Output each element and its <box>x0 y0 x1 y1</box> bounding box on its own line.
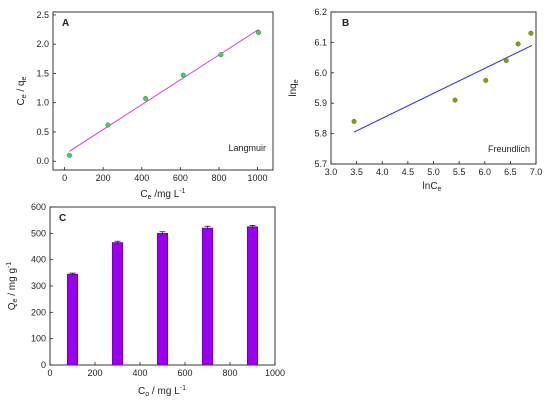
x-tick-label: 5.5 <box>453 167 466 177</box>
panel-a-annotation: Langmuir <box>228 143 266 153</box>
panel-b-label: B <box>342 18 349 29</box>
data-point <box>351 118 357 124</box>
panel-a-x-ticks: 0 200 400 600 800 1000 <box>62 167 268 183</box>
y-tick-label: 400 <box>31 255 46 265</box>
data-point <box>515 41 521 47</box>
y-tick-label: 5.9 <box>314 98 327 108</box>
panel-a-y-ticks: 0.0 0.5 1.0 1.5 2.0 2.5 <box>36 10 56 166</box>
x-tick-label: 400 <box>132 368 147 378</box>
y-tick-label: 2.0 <box>36 39 49 49</box>
bar <box>201 227 214 366</box>
panel-b: 3.0 3.5 4.0 4.5 5.0 5.5 6.0 6.5 7.0 5.7 5.8 5.9 6.0… <box>288 7 542 193</box>
x-tick-label: 6.0 <box>478 167 491 177</box>
data-point <box>105 122 111 128</box>
data-point <box>66 152 72 158</box>
data-point <box>503 58 509 64</box>
y-tick-label: 500 <box>31 228 46 238</box>
panel-c-label: C <box>59 213 66 224</box>
y-tick-label: 0.0 <box>36 156 49 166</box>
panel-b-annotation: Freundlich <box>488 144 530 154</box>
y-tick-label: 5.7 <box>314 159 327 169</box>
x-tick-label: 400 <box>134 173 149 183</box>
data-point <box>218 52 224 58</box>
x-tick-label: 3.0 <box>325 167 338 177</box>
x-tick-label: 800 <box>222 368 237 378</box>
y-tick-label: 1.0 <box>36 98 49 108</box>
panel-b-points <box>351 30 534 124</box>
y-tick-label: 600 <box>31 202 46 212</box>
panel-c-ylabel: Qe / mg g-1 <box>6 262 19 311</box>
panel-b-xlabel: lnCe <box>423 181 442 193</box>
x-tick-label: 5.0 <box>427 167 440 177</box>
data-point <box>256 29 262 35</box>
panel-c-bars <box>66 225 259 366</box>
panel-a: 0 200 400 600 800 1000 0.0 0.5 1.0 1.5 2.0 2.5 A L… <box>16 10 274 201</box>
panel-a-points <box>66 29 262 158</box>
panel-a-xlabel: Ce /mg L-1 <box>140 188 185 201</box>
panel-b-ylabel: lnqe <box>288 79 300 96</box>
panel-b-frame <box>330 11 537 165</box>
x-tick-label: 800 <box>211 173 226 183</box>
y-tick-label: 200 <box>31 307 46 317</box>
x-tick-label: 1000 <box>265 368 285 378</box>
bar <box>111 242 124 366</box>
panel-b-x-ticks: 3.0 3.5 4.0 4.5 5.0 5.5 6.0 6.5 7.0 <box>325 161 543 177</box>
data-point <box>528 30 534 36</box>
panel-a-fit-line <box>69 29 259 152</box>
data-point <box>143 96 149 102</box>
y-tick-label: 300 <box>31 281 46 291</box>
x-tick-label: 600 <box>177 368 192 378</box>
panel-a-label: A <box>62 18 69 29</box>
panel-c-x-ticks: 0 200 400 600 800 1000 <box>47 362 285 378</box>
data-point <box>483 77 489 83</box>
bar <box>156 233 169 366</box>
y-tick-label: 5.8 <box>314 129 327 139</box>
y-tick-label: 100 <box>31 334 46 344</box>
y-tick-label: 0.5 <box>36 127 49 137</box>
panel-b-fit-line <box>353 44 533 133</box>
bar <box>66 273 79 366</box>
x-tick-label: 200 <box>87 368 102 378</box>
data-point <box>180 72 186 78</box>
x-tick-label: 3.5 <box>350 167 363 177</box>
x-tick-label: 4.5 <box>402 167 415 177</box>
panel-a-ylabel: Ce / qe <box>16 76 28 105</box>
y-tick-label: 6.1 <box>314 37 327 47</box>
panel-c-xlabel: Co / mg L-1 <box>138 385 186 398</box>
y-tick-label: 6.2 <box>314 7 327 17</box>
x-tick-label: 6.5 <box>504 167 517 177</box>
x-tick-label: 7.0 <box>530 167 543 177</box>
panel-b-y-ticks: 5.7 5.8 5.9 6.0 6.1 6.2 <box>314 7 334 169</box>
x-tick-label: 600 <box>173 173 188 183</box>
y-tick-label: 0 <box>41 360 46 370</box>
panel-a-frame <box>52 11 274 171</box>
x-tick-label: 200 <box>96 173 111 183</box>
x-tick-label: 1000 <box>248 173 268 183</box>
y-tick-label: 1.5 <box>36 68 49 78</box>
data-point <box>452 97 458 103</box>
y-tick-label: 6.0 <box>314 68 327 78</box>
x-tick-label: 0 <box>62 173 67 183</box>
x-tick-label: 4.0 <box>376 167 389 177</box>
y-tick-label: 2.5 <box>36 10 49 20</box>
panel-c-y-ticks: 0 100 200 300 400 500 600 <box>31 202 53 370</box>
bar <box>246 226 259 366</box>
x-tick-label: 0 <box>47 368 52 378</box>
